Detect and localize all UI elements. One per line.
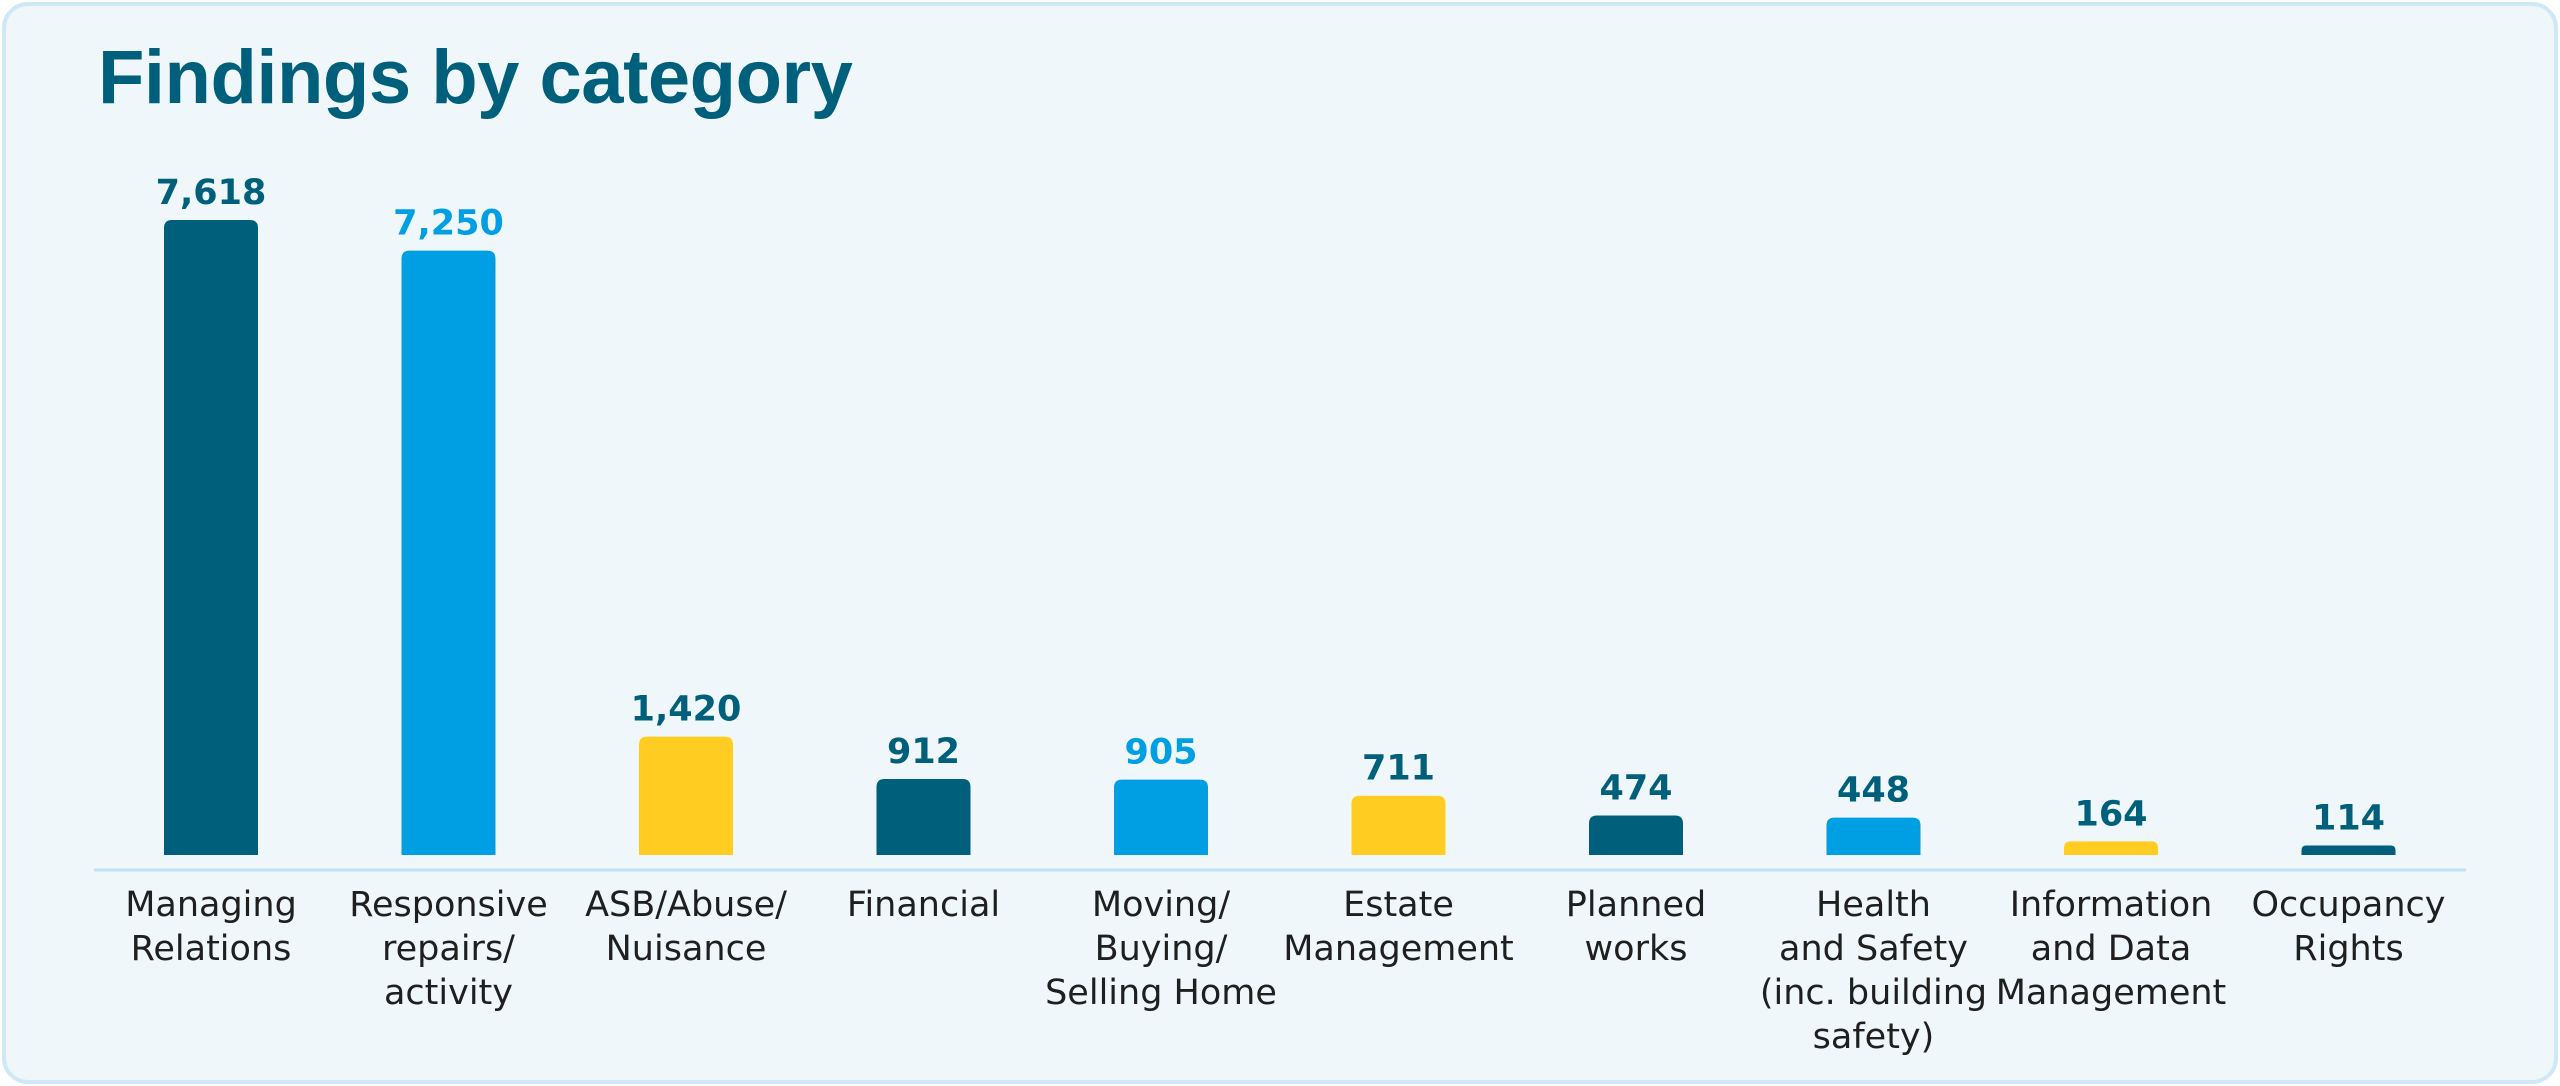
bar-7 [1826,817,1921,855]
category-label-line: Rights [2293,929,2403,969]
category-label-line: Information [2010,885,2213,925]
category-label-line: works [1585,929,1688,969]
category-label-1: Responsive repairs/activity [349,885,548,1013]
category-label-line: and Safety [1779,929,1968,969]
value-label-7: 448 [1837,771,1910,811]
bar-0 [164,220,258,855]
bar-2 [639,736,733,855]
category-label-line: safety) [1813,1017,1935,1057]
category-label-line: Nuisance [606,929,767,969]
category-label-7: Health and Safety (inc. building safety) [1760,885,1987,1057]
category-label-line: Financial [847,885,1000,925]
category-labels-group: Managing Relations Responsive repairs/activ… [125,885,2445,1057]
bar-1 [401,250,496,856]
category-label-line: Occupancy [2251,885,2445,925]
category-label-line: Planned [1566,885,1706,925]
category-label-9: Occupancy Rights [2251,885,2445,969]
chart-title: Findings by category [98,35,853,120]
category-label-4: Moving/Buying/Selling Home [1045,885,1277,1013]
value-label-1: 7,250 [393,204,504,244]
category-label-line: Responsive [349,885,548,925]
value-labels-group: 7,618 7,250 1,420 912 905 711 474 448 164 114 [156,173,2385,838]
category-label-6: Planned works [1566,885,1706,969]
bar-6 [1589,815,1683,855]
value-label-2: 1,420 [631,690,742,730]
bar-4 [1114,779,1208,855]
bars-group [164,220,2396,856]
category-label-line: ASB/Abuse/ [585,885,787,925]
bar-5 [1351,795,1446,855]
bar-8 [2064,841,2158,855]
category-label-0: Managing Relations [125,885,297,969]
value-label-4: 905 [1124,733,1197,773]
category-label-line: Moving/ [1092,885,1230,925]
category-label-5: Estate Management [1283,885,1514,969]
value-label-8: 164 [2074,794,2147,834]
value-label-5: 711 [1362,749,1435,789]
category-label-line: Management [1996,973,2227,1013]
category-label-line: Relations [131,929,292,969]
value-label-0: 7,618 [156,173,267,213]
category-label-line: activity [384,973,513,1013]
category-label-2: ASB/Abuse/Nuisance [585,885,787,969]
category-label-8: Information and Data Management [1996,885,2227,1013]
category-label-3: Financial [847,885,1000,925]
category-label-line: repairs/ [382,929,515,969]
category-label-line: Health [1816,885,1931,925]
category-label-line: Management [1283,929,1514,969]
category-label-line: Selling Home [1045,973,1277,1013]
value-label-9: 114 [2312,798,2385,838]
value-label-3: 912 [887,732,960,772]
category-label-line: Estate [1343,885,1454,925]
category-label-line: Managing [125,885,297,925]
category-label-line: (inc. building [1760,973,1987,1013]
value-label-6: 474 [1599,768,1672,808]
category-label-line: Buying/ [1095,929,1228,969]
category-label-line: and Data [2031,929,2192,969]
bar-3 [876,778,971,855]
bar-9 [2301,845,2396,855]
